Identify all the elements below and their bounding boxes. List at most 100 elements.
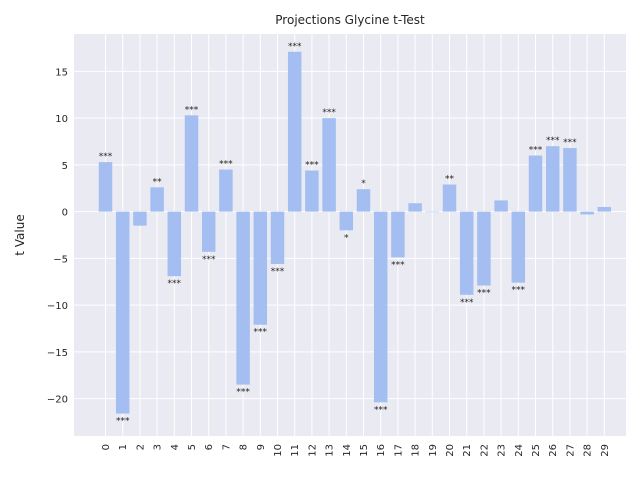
x-tick-label: 4 xyxy=(170,444,181,450)
y-tick-label: −5 xyxy=(53,254,68,265)
significance-label: *** xyxy=(305,160,319,170)
significance-label: *** xyxy=(116,417,130,427)
significance-label: *** xyxy=(529,146,543,156)
bar xyxy=(287,51,302,212)
x-tick-label: 21 xyxy=(462,444,473,457)
bar xyxy=(597,206,612,212)
y-axis-ticks: −20 −15 −10 −5 0 5 10 15 xyxy=(47,67,68,405)
bar xyxy=(373,211,388,403)
significance-label: *** xyxy=(322,108,336,118)
x-tick-label: 19 xyxy=(428,444,439,457)
x-tick-label: 17 xyxy=(393,444,404,457)
bar xyxy=(305,170,319,212)
x-tick-label: 3 xyxy=(153,444,164,450)
x-tick-label: 11 xyxy=(290,444,301,457)
x-tick-label: 14 xyxy=(342,444,353,457)
x-tick-label: 22 xyxy=(479,444,490,457)
bar xyxy=(184,115,199,212)
bar xyxy=(115,211,130,414)
significance-label: *** xyxy=(512,286,526,296)
bar xyxy=(339,211,354,231)
x-tick-label: 2 xyxy=(135,444,146,450)
x-tick-label: 13 xyxy=(325,444,336,457)
y-tick-label: 10 xyxy=(55,114,68,125)
chart-title: Projections Glycine t-Test xyxy=(275,13,425,27)
bar xyxy=(201,211,216,252)
bar xyxy=(219,169,233,212)
bar xyxy=(253,211,268,325)
y-axis-label: t Value xyxy=(13,214,27,255)
significance-label: *** xyxy=(460,298,474,308)
x-tick-label: 8 xyxy=(239,444,250,450)
significance-label: *** xyxy=(168,279,182,289)
bars xyxy=(98,51,612,414)
bar xyxy=(580,211,594,215)
bar xyxy=(167,211,182,277)
x-tick-label: 1 xyxy=(118,444,129,450)
y-tick-label: −10 xyxy=(47,301,68,312)
bar xyxy=(425,211,440,213)
x-tick-label: 9 xyxy=(256,444,267,450)
x-tick-label: 12 xyxy=(307,444,318,457)
y-tick-label: −15 xyxy=(47,348,68,359)
x-tick-label: 7 xyxy=(221,444,232,450)
bar xyxy=(322,118,336,212)
significance-label: *** xyxy=(219,160,233,170)
significance-label: ** xyxy=(153,177,163,187)
significance-label: *** xyxy=(202,255,216,265)
significance-label: * xyxy=(361,179,366,189)
significance-label: * xyxy=(344,233,349,243)
x-tick-label: 15 xyxy=(359,444,370,457)
y-tick-label: 0 xyxy=(62,208,68,219)
y-tick-label: 15 xyxy=(55,67,68,78)
bar xyxy=(545,146,560,212)
bar xyxy=(459,211,474,295)
bar xyxy=(511,211,526,283)
significance-label: *** xyxy=(546,136,560,146)
significance-label: ** xyxy=(445,175,455,185)
plot-background xyxy=(74,34,626,436)
x-tick-label: 5 xyxy=(187,444,198,450)
x-tick-label: 23 xyxy=(497,444,508,457)
significance-label: *** xyxy=(563,138,577,148)
bar xyxy=(494,200,508,212)
bar xyxy=(150,187,164,212)
bar xyxy=(477,211,491,286)
x-tick-label: 27 xyxy=(565,444,576,457)
y-tick-label: 5 xyxy=(62,161,68,172)
bar xyxy=(391,211,405,258)
bar xyxy=(236,211,250,385)
significance-label: *** xyxy=(185,105,199,115)
x-tick-label: 25 xyxy=(531,444,542,457)
x-tick-label: 10 xyxy=(273,444,284,457)
x-tick-label: 28 xyxy=(583,444,594,457)
bar xyxy=(98,162,113,212)
significance-label: *** xyxy=(254,328,268,338)
significance-label: *** xyxy=(288,42,302,52)
bar xyxy=(442,184,457,212)
significance-label: *** xyxy=(391,260,405,270)
x-tick-label: 29 xyxy=(600,444,611,457)
bar xyxy=(270,211,285,264)
x-tick-label: 16 xyxy=(376,444,387,457)
significance-label: *** xyxy=(477,288,491,298)
bar xyxy=(528,155,543,212)
bar xyxy=(356,189,371,212)
significance-labels: ****************************************… xyxy=(99,42,577,427)
significance-label: *** xyxy=(99,152,113,162)
bar xyxy=(408,203,422,212)
significance-label: *** xyxy=(236,388,250,398)
bar xyxy=(563,148,577,212)
significance-label: *** xyxy=(374,405,388,415)
x-tick-label: 20 xyxy=(445,444,456,457)
x-tick-label: 6 xyxy=(204,444,215,450)
x-tick-label: 24 xyxy=(514,444,525,457)
bar xyxy=(133,211,147,226)
x-tick-label: 26 xyxy=(548,444,559,457)
y-tick-label: −20 xyxy=(47,395,68,406)
x-tick-label: 0 xyxy=(101,444,112,450)
x-axis-ticks: 0 1 2 3 4 5 6 7 8 9 10 11 12 13 14 15 16 17 18 19 20 21 22 23 24… xyxy=(101,444,611,457)
x-tick-label: 18 xyxy=(411,444,422,457)
significance-label: *** xyxy=(271,267,285,277)
